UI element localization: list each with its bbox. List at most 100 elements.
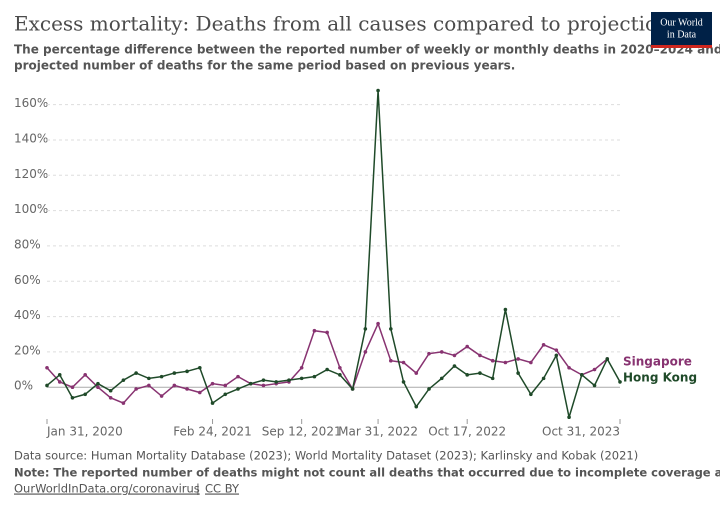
data-point [210,381,215,386]
data-point [287,378,291,382]
data-point [465,344,470,349]
data-point [299,365,304,370]
y-tick-label: 160% [14,96,48,110]
data-point [618,380,622,384]
data-point [274,380,279,384]
subtitle: projected number of deaths for the same … [14,59,515,73]
chart-title: Excess mortality: Deaths from all causes… [14,12,670,36]
data-point [452,353,457,358]
data-point [529,392,533,397]
data-point [147,383,151,388]
x-tick-label: Oct 31, 2023 [542,425,620,439]
data-point [338,373,342,377]
data-point [248,381,253,386]
data-point [299,376,304,381]
data-point [414,404,419,409]
data-point [312,328,317,333]
data-point [503,360,508,365]
data-point [198,365,202,370]
data-point [198,390,202,395]
data-point [363,350,368,354]
series-line [46,90,621,418]
data-point [363,327,368,331]
data-point [427,387,431,391]
data-point [121,378,126,382]
data-point [325,330,329,335]
y-tick-label: 140% [14,131,48,145]
x-tick-label: Jan 31, 2020 [46,425,123,439]
y-tick-label: 60% [14,273,41,287]
source: Data source: Human Mortality Database (2… [14,449,638,463]
data-point [401,380,406,384]
logo-text: Our World [660,17,703,28]
x-tick-label: Feb 24, 2021 [173,425,252,439]
data-point [516,357,520,361]
y-tick-label: 0% [14,379,33,393]
data-point [350,387,355,391]
series-label: Singapore [623,354,692,368]
data-point [83,392,87,397]
y-tick-label: 100% [14,202,48,216]
data-point [261,378,266,382]
data-point [478,353,482,358]
data-point [108,388,113,393]
data-point [45,365,49,370]
data-point [478,371,482,375]
data-point [325,367,329,372]
data-point [592,383,597,388]
data-point [172,371,177,375]
data-point [605,357,610,361]
logo[interactable]: Our World in Data [651,12,712,48]
data-point [567,415,571,420]
data-point [57,373,62,377]
series-label: Hong Kong [623,370,697,384]
data-point [223,383,228,388]
data-point [83,373,87,377]
data-point [389,358,393,363]
data-point [261,383,266,388]
data-point [592,367,597,372]
data-point [401,360,406,365]
data-point [529,360,533,365]
data-point [57,380,62,384]
x-tick-label: Oct 17, 2022 [428,425,506,439]
data-point [439,350,444,354]
logo-text: in Data [667,29,697,40]
data-point [172,383,177,388]
data-point [108,396,113,400]
data-point [236,374,240,379]
data-point [70,385,75,390]
logo-bar [651,45,712,48]
data-point [452,364,457,368]
link[interactable]: OurWorldInData.org/coronavirus [14,482,200,496]
data-point [580,373,584,377]
x-tick-label: Sep 12, 2021 [262,425,342,439]
data-point [376,321,380,326]
data-point [554,348,559,352]
link[interactable]: CC BY [205,482,240,496]
data-point [159,394,164,398]
y-tick-label: 120% [14,167,48,181]
data-point [70,396,75,400]
data-point [312,374,317,379]
data-point [185,369,189,374]
data-point [236,387,240,391]
x-tick-label: Mar 31, 2022 [338,425,418,439]
series-line [46,321,608,405]
data-point [554,353,559,358]
y-tick-label: 80% [14,237,41,251]
data-point [147,376,151,381]
data-point [376,88,380,93]
subtitle: The percentage difference between the re… [14,43,720,57]
data-point [541,343,546,347]
logo-box [651,12,712,48]
data-point [541,376,546,381]
data-point [338,365,342,370]
data-point [389,327,393,331]
data-point [185,387,189,391]
data-point [96,385,100,390]
data-point [439,376,444,381]
data-point [490,358,495,363]
